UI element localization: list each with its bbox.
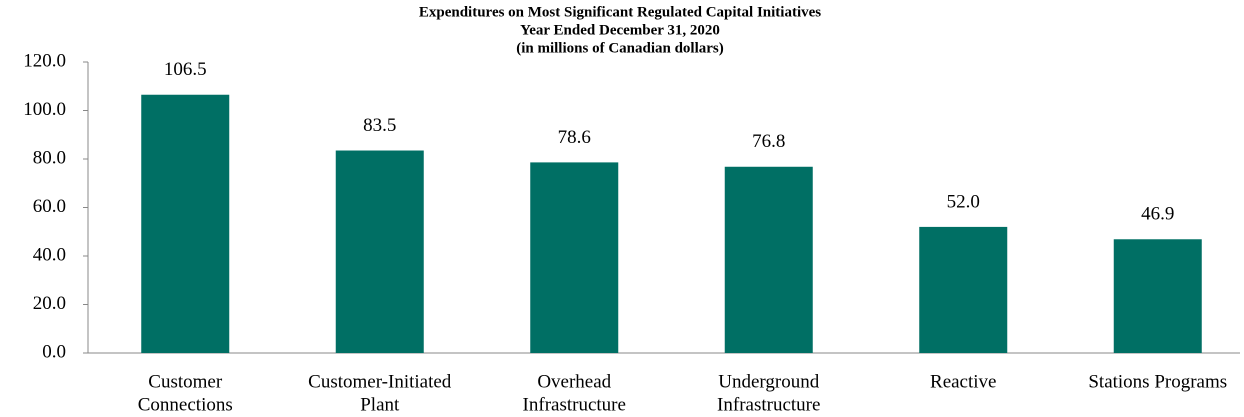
bar	[919, 226, 1008, 353]
x-tick-label: Underground	[718, 371, 819, 392]
x-tick-label: Customer-Initiated	[308, 371, 452, 392]
x-tick-label: Customer	[148, 371, 223, 392]
data-label: 78.6	[558, 127, 591, 148]
x-tick-label: Infrastructure	[717, 394, 820, 415]
x-tick-label: Plant	[360, 394, 400, 415]
y-tick-label: 20.0	[33, 293, 66, 314]
data-label: 46.9	[1141, 204, 1174, 225]
x-tick-label: Connections	[138, 394, 233, 415]
bar	[724, 166, 813, 353]
x-tick-label: Stations Programs	[1088, 371, 1227, 392]
y-tick-label: 40.0	[33, 244, 66, 265]
y-tick-label: 100.0	[23, 99, 66, 120]
y-tick-label: 0.0	[42, 341, 66, 362]
chart-subtitle: (in millions of Canadian dollars)	[516, 40, 724, 56]
y-tick-label: 60.0	[33, 196, 66, 217]
x-tick-label: Overhead	[537, 371, 611, 392]
chart-subtitle: Year Ended December 31, 2020	[520, 22, 720, 38]
bar	[335, 150, 424, 353]
bar	[1113, 239, 1202, 353]
y-tick-label: 80.0	[33, 147, 66, 168]
data-label: 52.0	[947, 191, 980, 212]
data-label: 106.5	[164, 59, 207, 80]
y-tick-label: 120.0	[23, 50, 66, 71]
data-label: 76.8	[752, 131, 785, 152]
bar	[530, 162, 619, 353]
x-tick-label: Reactive	[930, 371, 996, 392]
bar	[141, 94, 230, 354]
x-tick-label: Infrastructure	[523, 394, 626, 415]
chart-title: Expenditures on Most Significant Regulat…	[419, 4, 821, 20]
data-label: 83.5	[363, 115, 396, 136]
